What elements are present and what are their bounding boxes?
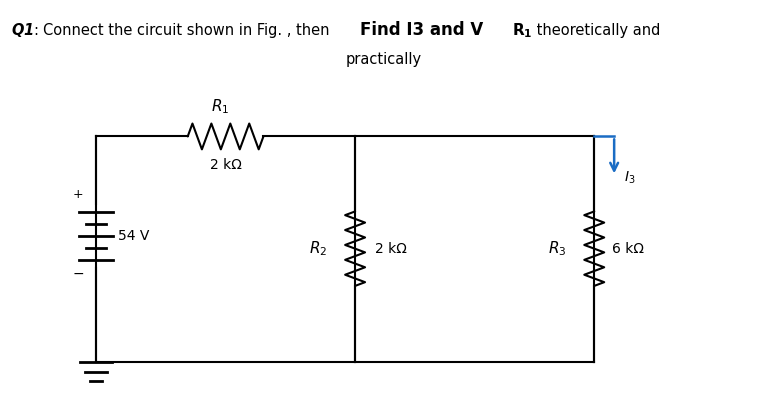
Text: 2 kΩ: 2 kΩ [375,242,407,256]
Text: Find I3 and V: Find I3 and V [360,21,483,39]
Text: $R_2$: $R_2$ [309,239,328,258]
Text: 2 kΩ: 2 kΩ [209,158,242,172]
Text: $I_3$: $I_3$ [624,170,636,186]
Text: Connect the circuit shown in Fig. , then: Connect the circuit shown in Fig. , then [43,23,334,38]
Text: $\bfit{Q1}$:: $\bfit{Q1}$: [12,21,39,39]
Text: theoretically and: theoretically and [532,23,661,38]
Text: $R_3$: $R_3$ [548,239,566,258]
Text: −: − [72,267,84,280]
Text: 54 V: 54 V [118,229,150,243]
Text: practically: practically [345,53,422,67]
Text: $R_1$: $R_1$ [212,97,230,116]
Text: +: + [73,188,84,200]
Text: $\mathbf{R_1}$: $\mathbf{R_1}$ [512,21,532,40]
Text: 6 kΩ: 6 kΩ [612,242,644,256]
